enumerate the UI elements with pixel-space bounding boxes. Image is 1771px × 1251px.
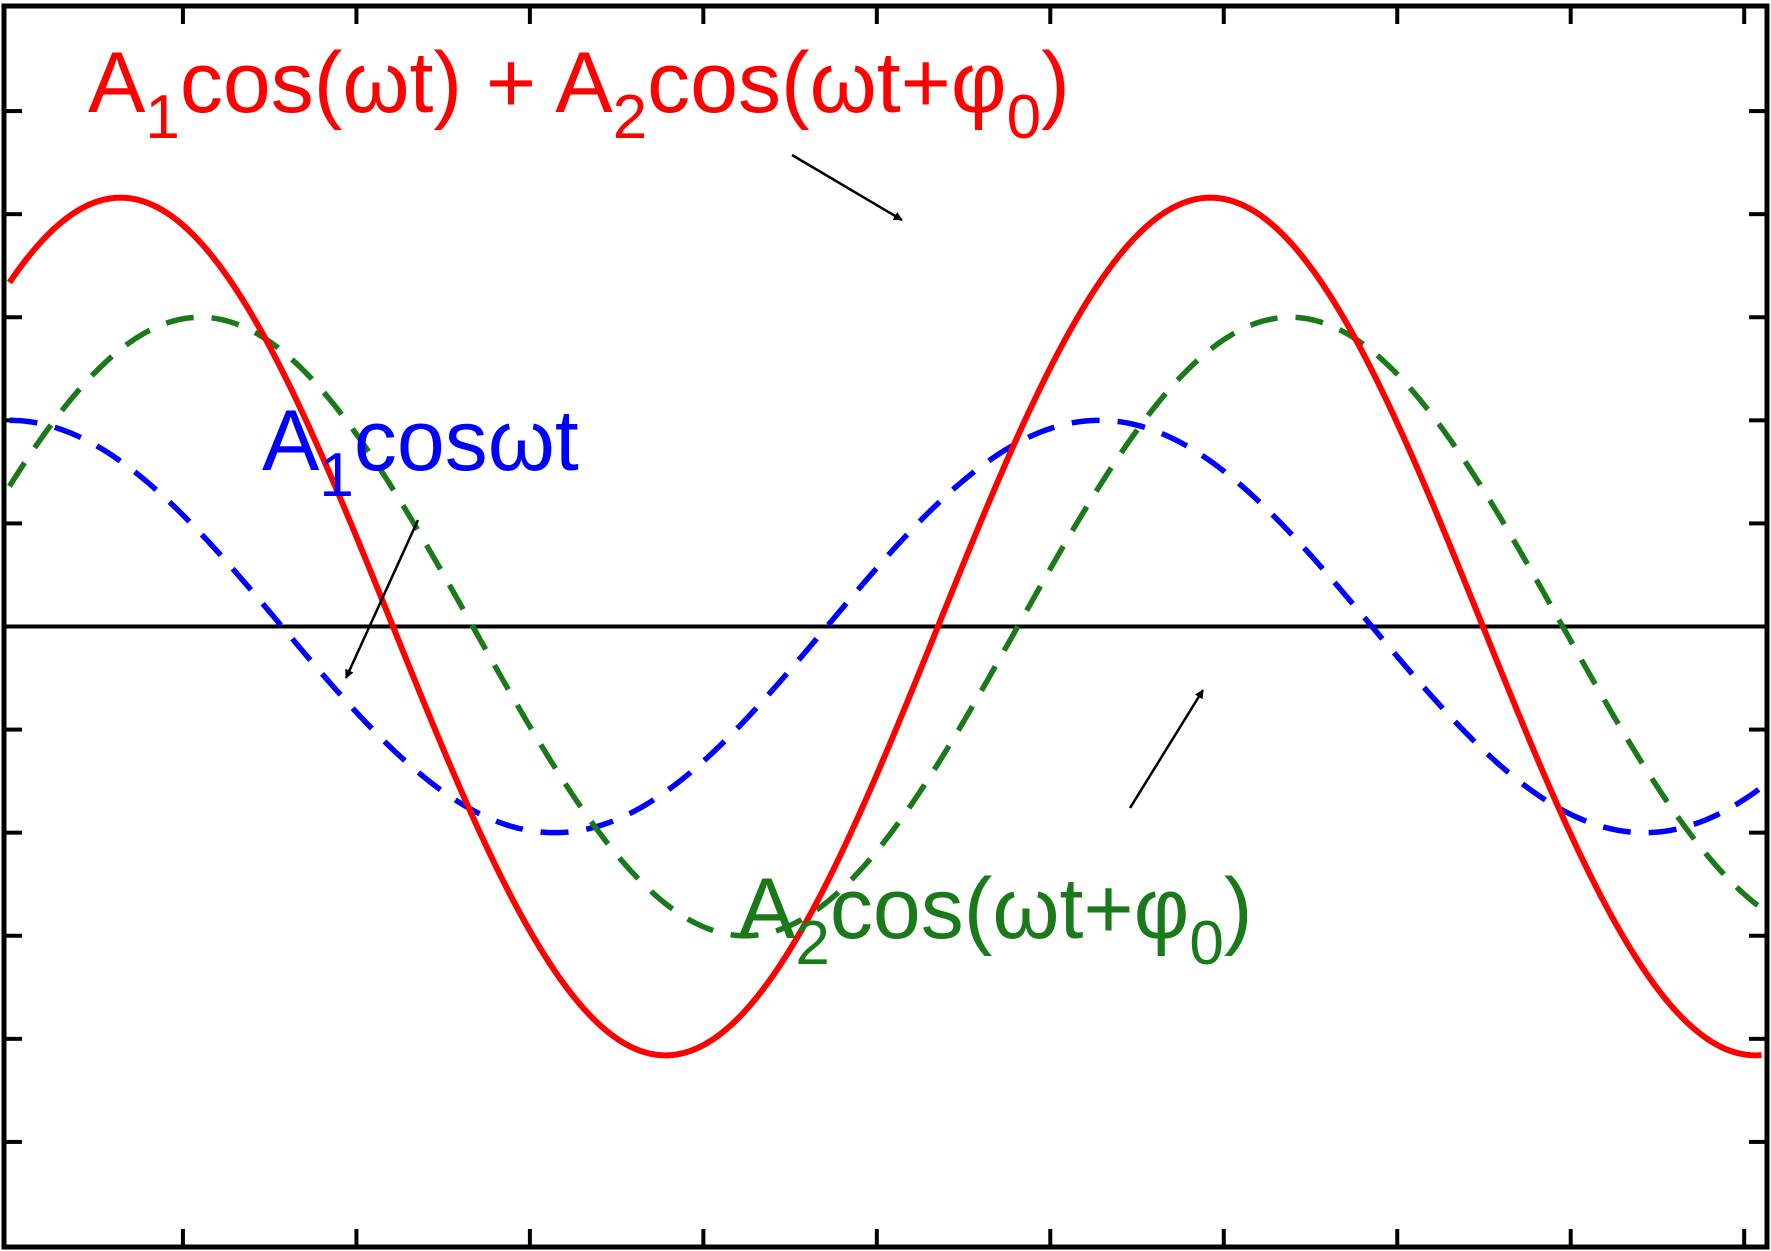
annotation-a1-part-2: cosωt <box>354 393 579 489</box>
annotation-label-a2: A2cos(ωt+φ0) <box>738 861 1252 978</box>
annotation-a2-part-2: cos(ωt+φ <box>830 861 1190 957</box>
axis-ticks <box>6 8 1765 1245</box>
annotation-sum-part-6: ) <box>1041 35 1070 131</box>
annotation-a2-part-3: 0 <box>1189 909 1223 978</box>
annotation-arrow-a2 <box>1128 689 1205 809</box>
series-line-a1 <box>9 417 1764 836</box>
annotation-sum-part-5: 0 <box>1007 83 1041 152</box>
series-line-sum <box>6 194 1762 1059</box>
annotation-sum-part-4: cos(ωt+φ <box>647 35 1007 131</box>
annotation-sum-part-2: cos(ωt) + A <box>180 35 613 131</box>
annotation-sum-part-3: 2 <box>613 83 647 152</box>
annotation-a2-part-4: ) <box>1224 861 1253 957</box>
annotation-label-a1: A1cosωt <box>262 393 579 510</box>
annotation-arrow-a1 <box>344 519 420 679</box>
annotations: A1cos(ωt) + A2cos(ωt+φ0)A1cosωtA2cos(ωt+… <box>88 35 1252 978</box>
plot-frame <box>1 3 1770 1250</box>
annotation-sum-part-0: A <box>88 35 146 131</box>
series-line-a2 <box>7 314 1764 939</box>
annotation-arrow-sum <box>791 153 903 222</box>
annotation-a2-part-1: 2 <box>795 909 829 978</box>
annotation-a1-part-0: A <box>262 393 320 489</box>
series-group <box>6 194 1764 1059</box>
annotation-a2-part-0: A <box>738 861 796 957</box>
annotation-sum-part-1: 1 <box>145 83 179 152</box>
annotation-label-sum: A1cos(ωt) + A2cos(ωt+φ0) <box>88 35 1070 152</box>
annotation-a1-part-1: 1 <box>319 441 353 510</box>
